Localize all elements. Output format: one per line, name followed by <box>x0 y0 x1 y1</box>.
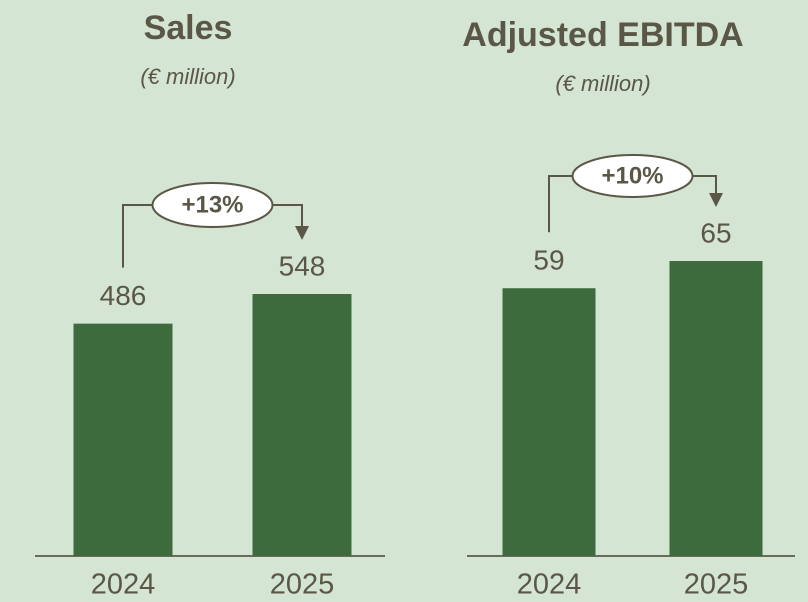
annotation-bubble <box>151 182 274 228</box>
value-label: 59 <box>533 245 564 276</box>
arrow-head <box>295 226 309 240</box>
bar <box>252 294 352 556</box>
x-tick-label: 2025 <box>684 569 749 601</box>
arrow-head <box>709 193 723 207</box>
x-tick-label: 2025 <box>270 569 335 601</box>
chart-title: Adjusted EBITDA <box>462 16 743 54</box>
value-label: 486 <box>100 280 147 311</box>
annotation-bubble <box>571 154 694 198</box>
chart-subtitle: (€ million) <box>140 64 235 89</box>
bracket-line <box>272 204 303 228</box>
x-tick-label: 2024 <box>517 569 582 601</box>
chart-subtitle: (€ million) <box>555 71 650 96</box>
chart-title: Sales <box>144 9 233 47</box>
bar <box>669 261 763 556</box>
bracket-line <box>692 175 717 195</box>
bracket-line <box>548 175 573 233</box>
x-tick-label: 2024 <box>91 569 156 601</box>
bar <box>502 288 596 556</box>
value-label: 65 <box>700 217 731 248</box>
bar <box>73 323 173 556</box>
bracket-line <box>122 204 153 268</box>
value-label: 548 <box>279 250 326 281</box>
annotation: +10% <box>601 162 663 189</box>
annotation: +13% <box>181 191 243 218</box>
